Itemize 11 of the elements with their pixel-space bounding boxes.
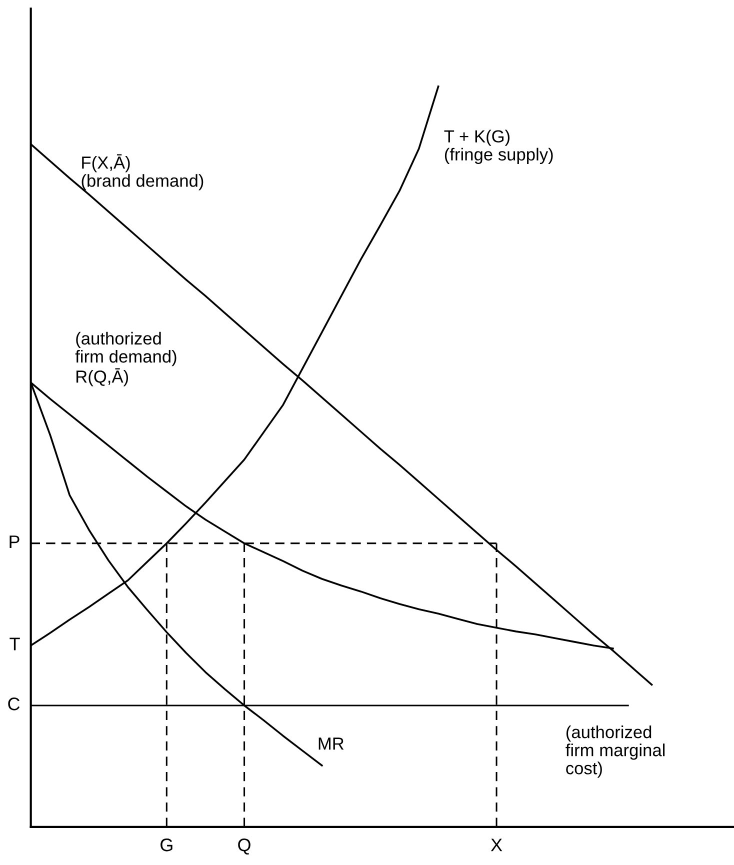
x-tick-label: G <box>160 838 172 852</box>
series-label: (authorized firm demand) R(Q,Ā) <box>75 332 176 386</box>
annotation: (authorized firm marginal cost) <box>566 725 665 778</box>
series-label: F(X,Ā) (brand demand) <box>82 154 204 190</box>
ref-line-label: P <box>10 536 20 548</box>
text: T <box>10 638 20 650</box>
series-label: MR <box>318 738 344 750</box>
series-label: T + K(G) (fringe supply) <box>444 130 553 164</box>
x-tick-label: Q <box>238 838 250 855</box>
x-tick-label: X <box>490 838 502 852</box>
ref-line-label: C <box>8 698 20 710</box>
